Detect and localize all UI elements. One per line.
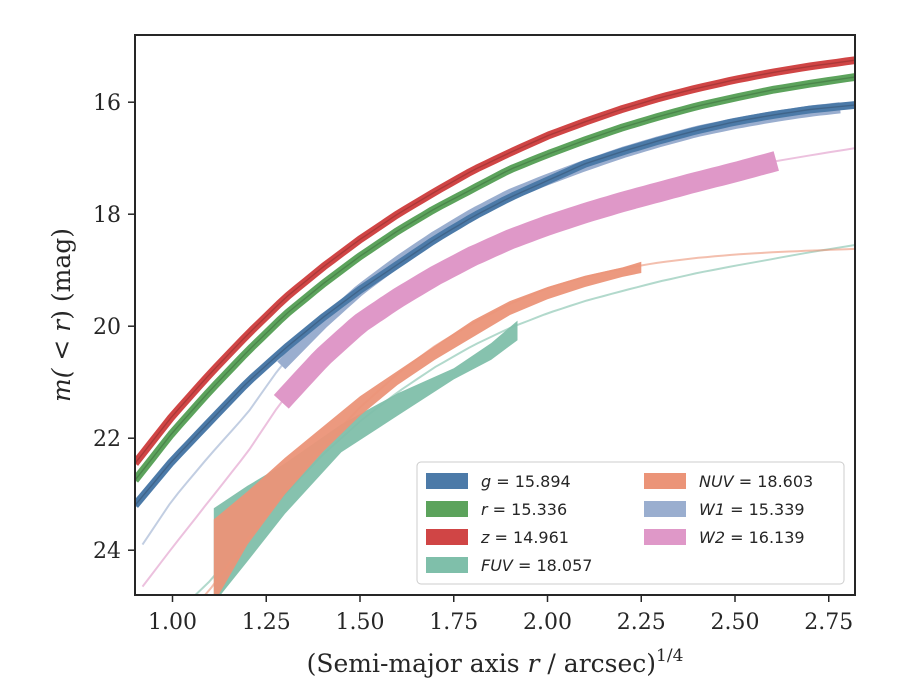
y-tick-label: 22 [93, 427, 121, 452]
y-axis-title: m( < r) (mag) [47, 228, 76, 402]
legend-item-w1: W1 = 15.339 [644, 500, 805, 519]
y-tick-label: 18 [93, 203, 121, 228]
legend-label: W1 = 15.339 [699, 500, 805, 519]
x-tick-label: 2.25 [617, 610, 666, 635]
legend-label: FUV = 18.057 [481, 556, 592, 575]
y-tick-label: 16 [93, 91, 121, 116]
series-z [135, 56, 855, 466]
x-tick-label: 1.25 [242, 610, 291, 635]
profile-band-w2 [273, 151, 781, 409]
legend-label: g = 15.894 [481, 472, 571, 491]
legend-label: r = 15.336 [481, 500, 567, 519]
fit-line-g [135, 104, 855, 506]
x-tick-label: 1.00 [148, 610, 197, 635]
fit-line-z [135, 59, 855, 464]
legend-label: W2 = 16.139 [699, 528, 805, 547]
plot-frame [134, 34, 856, 596]
y-tick-label: 20 [93, 315, 121, 340]
tick-layer: 1.00 1.25 1.50 1.75 2.00 2.25 2.50 2.75 16 18 20 22… [93, 91, 853, 635]
x-tick-label: 2.75 [804, 610, 853, 635]
x-tick-label: 2.00 [523, 610, 572, 635]
legend-item-z: z = 14.961 [426, 528, 569, 547]
x-axis-title: (Semi-major axis r / arcsec)1/4 [307, 646, 684, 678]
legend-swatch [426, 557, 468, 573]
profile-band-fuv [213, 320, 518, 595]
legend-label: NUV = 18.603 [699, 472, 813, 491]
series-layer [135, 56, 855, 595]
legend-item-w2: W2 = 16.139 [644, 528, 805, 547]
x-tick-label: 2.50 [711, 610, 760, 635]
x-tick-label: 1.75 [429, 610, 478, 635]
legend-swatch [644, 529, 686, 545]
series-g [135, 101, 855, 508]
legend-box [416, 461, 845, 585]
series-r [135, 73, 855, 483]
legend-item-r: r = 15.336 [426, 500, 567, 519]
legend-swatch [426, 473, 468, 489]
y-tick-label: 24 [93, 539, 121, 564]
legend: g = 15.894 r = 15.336 z = 14.961 FUV = 18.0… [416, 461, 845, 585]
legend-items: g = 15.894 r = 15.336 z = 14.961 FUV = 18.0… [426, 472, 813, 575]
legend-swatch [426, 501, 468, 517]
legend-swatch [644, 501, 686, 517]
series-fuv [193, 244, 855, 595]
legend-label: z = 14.961 [480, 528, 569, 547]
series-w2 [141, 147, 855, 588]
series-nuv [203, 247, 855, 595]
legend-swatch [426, 529, 468, 545]
legend-item-nuv: NUV = 18.603 [644, 472, 813, 491]
fit-line-r [135, 76, 855, 481]
x-tick-label: 1.50 [336, 610, 385, 635]
legend-item-fuv: FUV = 18.057 [426, 556, 592, 575]
legend-item-g: g = 15.894 [426, 472, 571, 491]
legend-swatch [644, 473, 686, 489]
